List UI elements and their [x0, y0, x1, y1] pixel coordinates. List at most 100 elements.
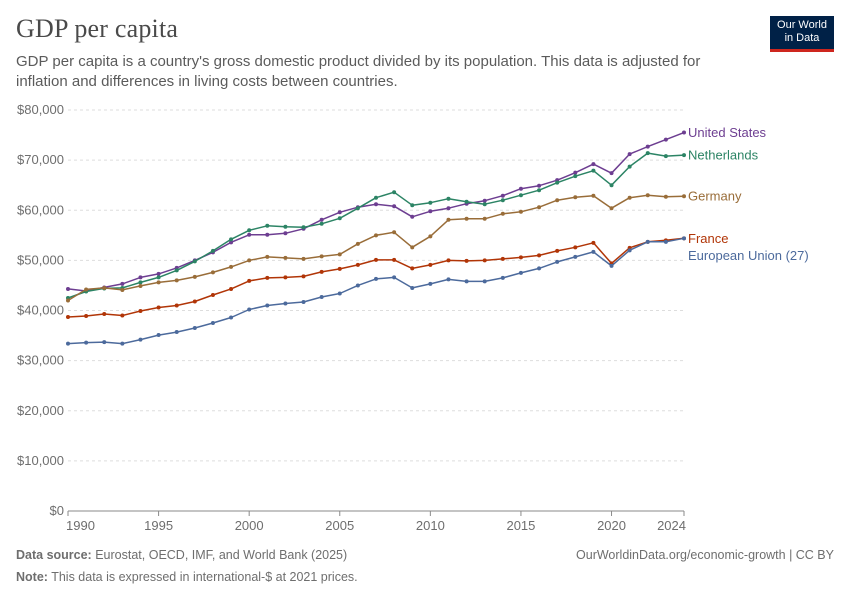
data-point-netherlands[interactable]	[410, 203, 415, 208]
data-point-germany[interactable]	[174, 278, 179, 283]
data-point-germany[interactable]	[446, 217, 451, 222]
data-point-netherlands[interactable]	[337, 216, 342, 221]
data-point-netherlands[interactable]	[265, 223, 270, 228]
data-point-european-union-27[interactable]	[84, 340, 89, 345]
data-point-european-union-27[interactable]	[283, 301, 288, 306]
data-point-germany[interactable]	[192, 274, 197, 279]
data-point-france[interactable]	[301, 274, 306, 279]
series-label-netherlands[interactable]: Netherlands	[688, 148, 759, 163]
data-point-european-union-27[interactable]	[555, 259, 560, 264]
series-line-united-states[interactable]	[67, 131, 685, 292]
data-point-netherlands[interactable]	[446, 196, 451, 201]
data-point-united-states[interactable]	[120, 281, 125, 286]
data-point-germany[interactable]	[337, 252, 342, 257]
data-point-france[interactable]	[229, 286, 234, 291]
data-point-france[interactable]	[464, 258, 469, 263]
data-point-united-states[interactable]	[247, 232, 252, 237]
data-point-european-union-27[interactable]	[374, 276, 378, 281]
data-point-european-union-27[interactable]	[156, 333, 161, 338]
data-point-france[interactable]	[102, 312, 107, 317]
data-point-united-states[interactable]	[392, 204, 397, 209]
data-point-european-union-27[interactable]	[609, 263, 614, 268]
data-point-united-states[interactable]	[609, 171, 614, 176]
data-point-germany[interactable]	[464, 216, 469, 221]
data-point-european-union-27[interactable]	[591, 249, 596, 254]
data-point-netherlands[interactable]	[537, 188, 542, 193]
data-point-european-union-27[interactable]	[627, 248, 632, 253]
series-line-european-union-27[interactable]	[67, 237, 685, 345]
data-point-netherlands[interactable]	[156, 275, 161, 280]
data-point-european-union-27[interactable]	[66, 341, 70, 346]
data-point-european-union-27[interactable]	[174, 330, 179, 335]
data-point-united-states[interactable]	[518, 186, 523, 191]
data-point-france[interactable]	[138, 309, 143, 314]
data-point-united-states[interactable]	[537, 183, 542, 188]
data-point-france[interactable]	[84, 314, 89, 319]
data-point-netherlands[interactable]	[573, 174, 578, 179]
data-point-netherlands[interactable]	[591, 168, 596, 173]
data-point-germany[interactable]	[645, 193, 650, 198]
data-point-france[interactable]	[355, 262, 360, 267]
data-point-european-union-27[interactable]	[392, 275, 397, 280]
data-point-european-union-27[interactable]	[518, 270, 523, 275]
data-point-european-union-27[interactable]	[229, 315, 234, 320]
data-point-united-states[interactable]	[374, 202, 378, 207]
data-point-france[interactable]	[247, 278, 252, 283]
data-point-germany[interactable]	[609, 206, 614, 211]
data-point-netherlands[interactable]	[555, 180, 560, 185]
data-point-european-union-27[interactable]	[682, 236, 686, 241]
data-point-netherlands[interactable]	[682, 153, 686, 158]
data-point-france[interactable]	[482, 258, 487, 263]
data-point-european-union-27[interactable]	[428, 281, 433, 286]
data-point-netherlands[interactable]	[229, 237, 234, 242]
data-point-netherlands[interactable]	[138, 280, 143, 285]
data-point-france[interactable]	[500, 256, 505, 261]
data-point-european-union-27[interactable]	[247, 307, 252, 312]
data-point-united-states[interactable]	[283, 231, 288, 236]
data-point-germany[interactable]	[265, 254, 270, 259]
data-point-france[interactable]	[283, 275, 288, 280]
data-point-european-union-27[interactable]	[210, 321, 215, 326]
data-point-netherlands[interactable]	[210, 248, 215, 253]
data-point-germany[interactable]	[518, 209, 523, 214]
data-point-netherlands[interactable]	[174, 268, 179, 273]
data-point-european-union-27[interactable]	[645, 239, 650, 244]
data-point-european-union-27[interactable]	[537, 266, 542, 271]
data-point-netherlands[interactable]	[392, 190, 397, 195]
series-label-united-states[interactable]: United States	[688, 125, 767, 140]
data-point-european-union-27[interactable]	[482, 279, 487, 284]
series-label-france[interactable]: France	[688, 231, 728, 246]
data-point-european-union-27[interactable]	[337, 291, 342, 296]
data-point-netherlands[interactable]	[319, 221, 324, 226]
data-point-germany[interactable]	[120, 287, 125, 292]
data-point-germany[interactable]	[210, 270, 215, 275]
data-point-france[interactable]	[192, 299, 197, 304]
data-point-united-states[interactable]	[591, 162, 596, 167]
data-point-germany[interactable]	[537, 205, 542, 210]
data-point-european-union-27[interactable]	[120, 341, 125, 346]
data-point-united-states[interactable]	[663, 137, 668, 142]
owid-logo[interactable]: Our World in Data	[770, 16, 834, 52]
data-point-european-union-27[interactable]	[410, 285, 415, 290]
data-point-germany[interactable]	[355, 241, 360, 246]
data-point-germany[interactable]	[555, 198, 560, 203]
data-point-netherlands[interactable]	[283, 224, 288, 229]
data-point-germany[interactable]	[627, 195, 632, 200]
data-point-netherlands[interactable]	[663, 154, 668, 159]
data-point-netherlands[interactable]	[609, 183, 614, 188]
data-point-european-union-27[interactable]	[265, 303, 270, 308]
data-point-european-union-27[interactable]	[355, 283, 360, 288]
data-point-european-union-27[interactable]	[500, 275, 505, 280]
data-point-united-states[interactable]	[446, 206, 451, 211]
data-point-france[interactable]	[518, 255, 523, 260]
data-point-netherlands[interactable]	[464, 199, 469, 204]
data-point-united-states[interactable]	[428, 209, 433, 214]
data-point-germany[interactable]	[301, 256, 306, 261]
data-point-european-union-27[interactable]	[663, 239, 668, 244]
data-point-germany[interactable]	[229, 264, 234, 269]
series-line-germany[interactable]	[67, 194, 685, 302]
data-point-germany[interactable]	[283, 255, 288, 260]
data-point-germany[interactable]	[682, 194, 686, 199]
data-point-united-states[interactable]	[410, 214, 415, 219]
data-point-netherlands[interactable]	[500, 198, 505, 203]
